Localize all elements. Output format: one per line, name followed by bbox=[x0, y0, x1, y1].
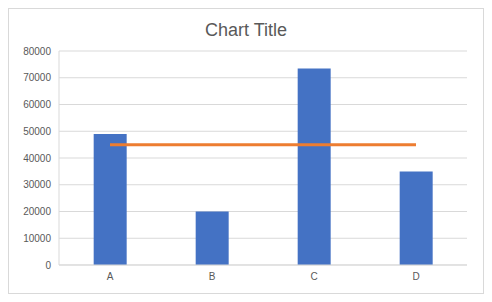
html-text:Chart Title: Chart Title bbox=[205, 20, 287, 40]
svg-text:C: C bbox=[310, 271, 317, 282]
svg-text:80000: 80000 bbox=[23, 46, 51, 57]
svg-text:60000: 60000 bbox=[23, 99, 51, 110]
svg-text:D: D bbox=[412, 271, 419, 282]
svg-text:B: B bbox=[209, 271, 216, 282]
svg-text:50000: 50000 bbox=[23, 126, 51, 137]
svg-text:70000: 70000 bbox=[23, 72, 51, 83]
svg-text:A: A bbox=[107, 271, 114, 282]
svg-text:20000: 20000 bbox=[23, 206, 51, 217]
svg-text:10000: 10000 bbox=[23, 233, 51, 244]
svg-text:30000: 30000 bbox=[23, 179, 51, 190]
svg-text:40000: 40000 bbox=[23, 153, 51, 164]
svg-text:0: 0 bbox=[45, 260, 51, 271]
